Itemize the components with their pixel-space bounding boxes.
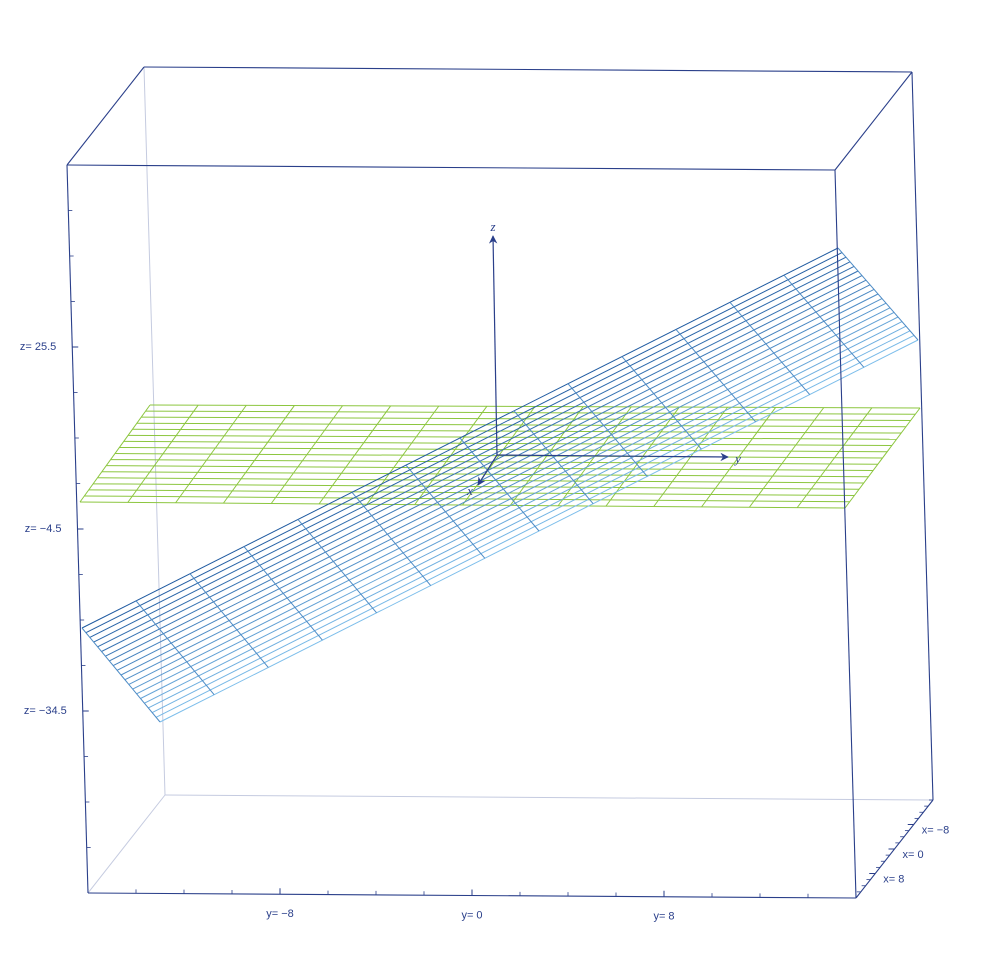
- mesh-line: [462, 406, 536, 506]
- z-axis-arrow: [488, 235, 498, 456]
- mesh-line: [175, 405, 247, 504]
- mesh-line: [675, 329, 756, 423]
- mesh-line: [366, 405, 440, 505]
- mesh-line: [837, 247, 919, 341]
- box-edge: [66, 66, 145, 166]
- origin-axes: z y x: [466, 219, 741, 498]
- back-layer: [87, 66, 934, 894]
- tick-label: x= −8: [922, 824, 950, 836]
- box-edge: [834, 169, 857, 899]
- mesh-line: [223, 405, 295, 504]
- tick-label: z= −4.5: [25, 523, 62, 535]
- tick-label: x= 8: [883, 873, 904, 885]
- tick-label: x= 0: [903, 849, 924, 861]
- front-layer: z= 25.5 z= −4.5 z= −34.5 y= −8 y= 0 y= 8 x= −8…: [20, 66, 950, 923]
- mesh-line: [783, 274, 865, 368]
- tick-label: z= −34.5: [24, 705, 67, 717]
- box-edge: [143, 66, 913, 73]
- mesh-line: [270, 405, 343, 504]
- mesh-line: [297, 519, 377, 614]
- mesh-line: [81, 627, 161, 723]
- tick-label: y= 0: [461, 909, 482, 921]
- y-axis-arrow: [496, 452, 729, 462]
- mesh-line: [79, 404, 151, 503]
- tick-label: z= 25.5: [20, 341, 56, 353]
- tick-label: y= 8: [653, 911, 674, 923]
- box-edge: [87, 794, 166, 894]
- mesh-line: [243, 546, 323, 641]
- mesh-line: [513, 410, 594, 505]
- mesh-line: [748, 407, 825, 508]
- tick-label: y= −8: [266, 908, 294, 920]
- mesh-line: [796, 407, 873, 508]
- mesh-line: [729, 301, 811, 395]
- box-edge: [834, 71, 913, 171]
- box-edge: [143, 66, 166, 796]
- mesh-line: [701, 407, 777, 508]
- mesh-line: [135, 600, 215, 696]
- mesh-line: [351, 491, 432, 586]
- box-edge: [164, 794, 934, 801]
- box-edge: [911, 71, 934, 801]
- mesh-line: [459, 437, 540, 532]
- surfaces: [79, 247, 921, 723]
- mesh-line: [567, 383, 648, 477]
- mesh-line: [509, 406, 584, 506]
- mesh-line: [405, 464, 486, 559]
- y-axis-label: y: [733, 451, 741, 466]
- mesh-line: [621, 356, 702, 450]
- box-edge: [66, 164, 836, 171]
- z-axis-label: z: [489, 219, 495, 234]
- mesh-line: [127, 404, 199, 503]
- mesh-line: [189, 573, 269, 668]
- mesh-line: [844, 407, 921, 509]
- mesh-line: [318, 405, 392, 505]
- x-axis-arrow: [477, 454, 498, 486]
- x-axis-label: x: [466, 483, 473, 498]
